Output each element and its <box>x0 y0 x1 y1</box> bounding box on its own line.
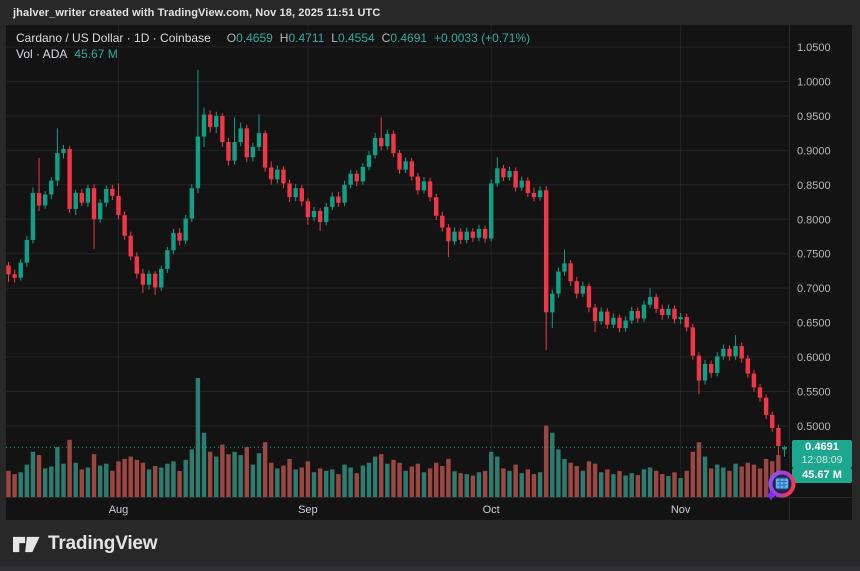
tradingview-logo-icon <box>13 536 40 552</box>
high-label: H <box>279 31 289 45</box>
high-value: 0.4711 <box>288 31 325 45</box>
open-label: O <box>226 31 237 45</box>
legend-volume-row: Vol · ADA 45.67 M <box>16 46 530 62</box>
attribution-bar: jhalver_writer created with TradingView.… <box>0 0 860 25</box>
volume-bars <box>6 378 787 497</box>
chart-plot-area[interactable]: 1.0500 1.0000 0.9500 0.9000 0.8500 0.8000 0.75… <box>6 25 852 520</box>
change-value: +0.0033 (+0.71%) <box>434 31 531 45</box>
candles <box>6 69 787 457</box>
svg-text:0.7500: 0.7500 <box>797 249 831 261</box>
svg-text:0.5000: 0.5000 <box>797 421 831 433</box>
price-axis-labels: 1.0500 1.0000 0.9500 0.9000 0.8500 0.8000 0.75… <box>797 42 831 433</box>
open-value: 0.4659 <box>236 31 273 45</box>
grid-lines <box>6 25 789 497</box>
sticker-emoji-icon[interactable] <box>764 469 798 503</box>
svg-text:Nov: Nov <box>671 504 691 516</box>
symbol-title: Cardano / US Dollar · 1D · Coinbase <box>16 31 211 45</box>
last-price-value: 0.4691 <box>805 441 839 453</box>
svg-text:Aug: Aug <box>109 504 129 516</box>
svg-text:Oct: Oct <box>483 504 500 516</box>
volume-value: 45.67 M <box>74 47 118 61</box>
last-price-badge: 0.4691 12:08:09 <box>792 440 852 468</box>
time-axis[interactable] <box>6 497 852 520</box>
close-value: 0.4691 <box>390 31 428 45</box>
time-axis-labels: Aug Sep Oct Nov <box>109 504 691 516</box>
bar-countdown: 12:08:09 <box>801 454 843 466</box>
svg-text:0.5500: 0.5500 <box>797 387 831 399</box>
volume-badge: 45.67 M <box>792 468 852 483</box>
svg-text:0.8500: 0.8500 <box>797 180 831 192</box>
svg-text:Sep: Sep <box>298 504 318 516</box>
tradingview-logo[interactable]: TradingView <box>13 530 158 558</box>
low-label: L <box>331 31 338 45</box>
svg-text:0.7000: 0.7000 <box>797 283 831 295</box>
svg-text:0.9500: 0.9500 <box>797 111 831 123</box>
chart-widget: 1.0500 1.0000 0.9500 0.9000 0.8500 0.8000 0.75… <box>6 25 852 520</box>
close-label: C <box>381 31 391 45</box>
svg-text:0.6500: 0.6500 <box>797 318 831 330</box>
chart-legend: Cardano / US Dollar · 1D · Coinbase O0.46… <box>16 30 530 62</box>
svg-text:1.0000: 1.0000 <box>797 76 831 88</box>
price-axis[interactable] <box>789 25 852 497</box>
volume-label: Vol · ADA <box>16 47 68 61</box>
brand-name: TradingView <box>48 533 158 554</box>
low-value: 0.4554 <box>337 31 375 45</box>
svg-text:0.6000: 0.6000 <box>797 352 831 364</box>
bottom-strip <box>0 566 860 571</box>
attribution-text: jhalver_writer created with TradingView.… <box>13 6 381 19</box>
svg-text:1.0500: 1.0500 <box>797 42 831 54</box>
legend-symbol-row: Cardano / US Dollar · 1D · Coinbase O0.46… <box>16 30 530 46</box>
svg-text:0.8000: 0.8000 <box>797 214 831 226</box>
svg-text:0.9000: 0.9000 <box>797 145 831 157</box>
